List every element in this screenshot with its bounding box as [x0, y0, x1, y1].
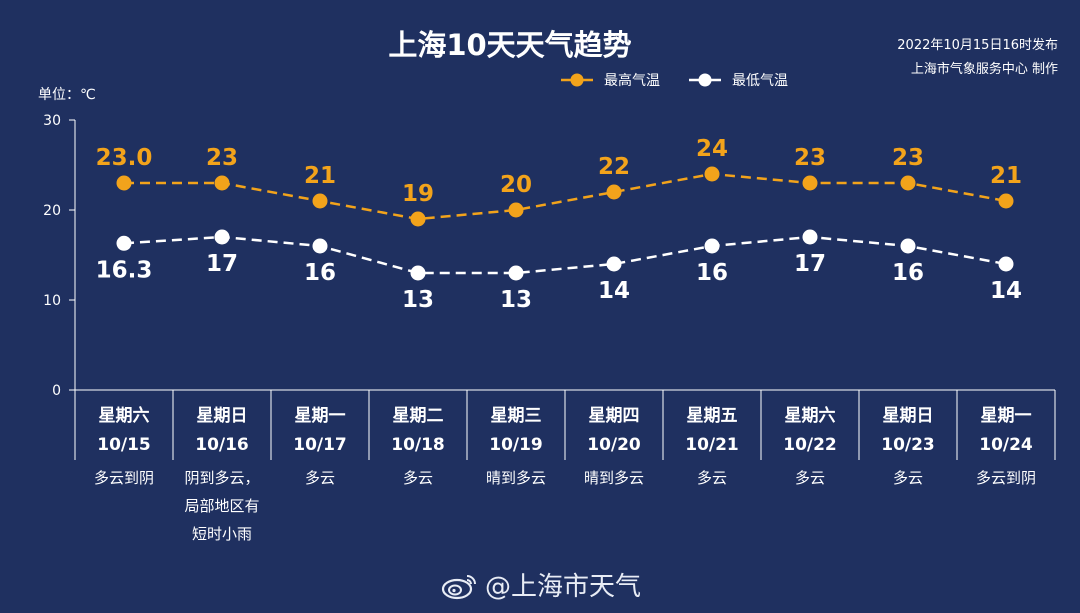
- data-label-low: 16: [304, 260, 336, 286]
- data-label-high: 24: [696, 136, 728, 162]
- data-point-low: [312, 238, 328, 254]
- data-point-high: [606, 184, 622, 200]
- data-label-low: 13: [500, 287, 532, 313]
- data-point-low: [704, 238, 720, 254]
- x-weekday-label: 星期六: [99, 405, 150, 426]
- data-point-high: [312, 193, 328, 209]
- x-date-label: 10/24: [979, 435, 1033, 455]
- weather-description: 多云: [305, 469, 335, 487]
- x-date-label: 10/23: [881, 435, 935, 455]
- x-weekday-label: 星期一: [981, 406, 1032, 426]
- data-point-low: [802, 229, 818, 245]
- y-tick-label: 20: [43, 203, 61, 219]
- x-weekday-label: 星期一: [295, 406, 346, 426]
- weather-description: 多云: [697, 469, 727, 487]
- weather-description: 短时小雨: [192, 525, 252, 543]
- unit-label: 单位：℃: [38, 87, 96, 103]
- data-label-high: 21: [304, 163, 336, 189]
- legend-low-label: 最低气温: [732, 73, 788, 89]
- weather-description: 多云: [795, 469, 825, 487]
- y-tick-label: 10: [43, 293, 61, 309]
- weather-description: 阴到多云，: [184, 469, 259, 487]
- publish-time: 2022年10月15日16时发布: [897, 38, 1058, 53]
- weather-description: 局部地区有: [184, 497, 259, 515]
- legend-low-marker-icon: [689, 73, 721, 87]
- legend-item-low[interactable]: 最低气温: [688, 70, 788, 90]
- weather-description: 多云: [403, 469, 433, 487]
- data-label-high: 23: [892, 145, 924, 171]
- data-point-low: [508, 265, 524, 281]
- data-point-high: [214, 175, 230, 191]
- data-label-low: 16: [696, 260, 728, 286]
- x-date-label: 10/16: [195, 435, 249, 455]
- data-label-high: 20: [500, 172, 532, 198]
- x-date-label: 10/19: [489, 435, 543, 455]
- data-point-high: [116, 175, 132, 191]
- weather-description: 多云到阴: [976, 469, 1036, 487]
- weather-description: 晴到多云: [486, 469, 546, 487]
- x-date-label: 10/20: [587, 435, 641, 455]
- data-label-low: 14: [990, 278, 1022, 304]
- data-point-low: [410, 265, 426, 281]
- data-label-low: 17: [206, 251, 238, 277]
- x-weekday-label: 星期日: [883, 406, 934, 426]
- data-label-low: 16.3: [96, 257, 153, 283]
- data-point-low: [900, 238, 916, 254]
- data-point-high: [410, 211, 426, 227]
- series-line-low: [123, 235, 1007, 275]
- data-point-low: [116, 235, 132, 251]
- x-date-label: 10/22: [783, 435, 837, 455]
- legend-item-high[interactable]: 最高气温: [560, 70, 660, 90]
- x-date-label: 10/15: [97, 435, 151, 455]
- series-line-high: [124, 172, 1007, 221]
- data-label-high: 23: [206, 145, 238, 171]
- x-weekday-label: 星期三: [491, 406, 542, 426]
- x-date-label: 10/21: [685, 435, 739, 455]
- data-point-low: [998, 256, 1014, 272]
- legend-high-marker-icon: [561, 73, 593, 87]
- data-label-low: 13: [402, 287, 434, 313]
- x-weekday-label: 星期五: [687, 406, 738, 426]
- publish-agency: 上海市气象服务中心 制作: [910, 62, 1058, 77]
- data-point-high: [802, 175, 818, 191]
- data-label-high: 22: [598, 154, 630, 180]
- watermark: @上海市天气: [0, 566, 1080, 603]
- x-date-label: 10/18: [391, 435, 445, 455]
- weather-description: 多云到阴: [94, 469, 154, 487]
- x-weekday-label: 星期二: [393, 406, 444, 426]
- data-label-high: 23: [794, 145, 826, 171]
- y-tick-label: 30: [43, 113, 61, 129]
- watermark-text: @上海市天气: [484, 572, 641, 602]
- x-weekday-label: 星期日: [197, 406, 248, 426]
- x-weekday-label: 星期四: [589, 406, 640, 426]
- data-label-high: 23.0: [96, 145, 153, 171]
- weibo-logo-icon: [441, 574, 476, 599]
- weather-description: 多云: [893, 469, 923, 487]
- legend-high-label: 最高气温: [604, 73, 660, 89]
- chart-title: 上海10天天气趋势: [388, 28, 632, 62]
- data-label-high: 19: [402, 181, 434, 207]
- x-date-label: 10/17: [293, 435, 347, 455]
- data-point-high: [900, 175, 916, 191]
- data-point-high: [508, 202, 524, 218]
- data-point-high: [704, 166, 720, 182]
- publish-info: 2022年10月15日16时发布 上海市气象服务中心 制作: [897, 34, 1058, 82]
- y-tick-label: 0: [52, 383, 61, 399]
- data-label-low: 14: [598, 278, 630, 304]
- data-point-low: [606, 256, 622, 272]
- data-point-low: [214, 229, 230, 245]
- x-weekday-label: 星期六: [785, 405, 836, 426]
- weather-description: 晴到多云: [584, 469, 644, 487]
- data-label-low: 17: [794, 251, 826, 277]
- data-point-high: [998, 193, 1014, 209]
- data-label-high: 21: [990, 163, 1022, 189]
- legend: 最高气温 最低气温: [560, 70, 816, 90]
- data-label-low: 16: [892, 260, 924, 286]
